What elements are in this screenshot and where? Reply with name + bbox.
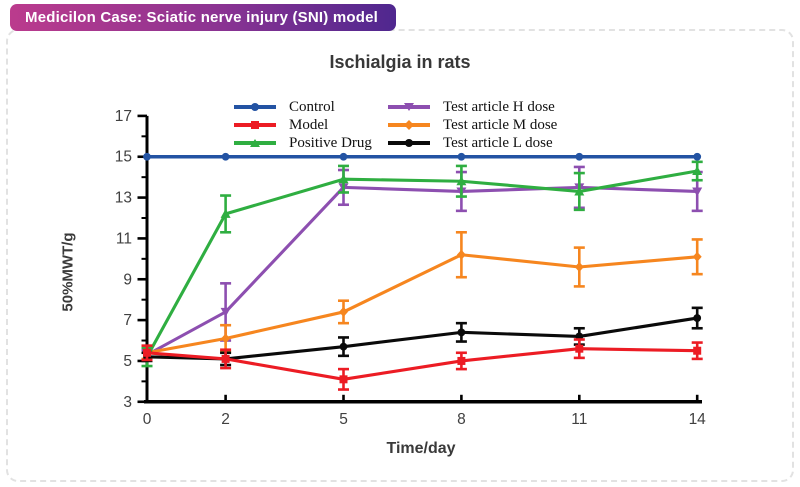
- triangle-up-marker-icon: [250, 139, 260, 147]
- legend-label: Control: [289, 98, 335, 115]
- triangle-down-marker-icon: [404, 103, 414, 111]
- svg-text:9: 9: [123, 271, 132, 288]
- diamond-marker-icon: [404, 120, 414, 130]
- svg-text:2: 2: [221, 411, 230, 428]
- legend-item-m-dose: Test article M dose: [388, 116, 557, 134]
- circle-marker-icon: [251, 103, 259, 111]
- legend-item-h-dose: Test article H dose: [388, 98, 555, 116]
- svg-text:17: 17: [115, 108, 132, 125]
- legend-item-control: Control: [234, 98, 335, 116]
- svg-text:14: 14: [689, 411, 707, 428]
- case-title-badge: Medicilon Case: Sciatic nerve injury (SN…: [10, 4, 397, 31]
- svg-text:11: 11: [571, 411, 587, 428]
- line-sample-icon: [388, 120, 430, 130]
- svg-text:7: 7: [123, 312, 132, 329]
- svg-text:3: 3: [123, 394, 132, 411]
- legend-label: Test article M dose: [443, 116, 558, 133]
- legend-item-positive-drug: Positive Drug: [234, 134, 372, 152]
- square-marker-icon: [251, 121, 259, 129]
- x-axis-title: Time/day: [386, 440, 456, 457]
- legend-label: Test article L dose: [443, 134, 553, 151]
- legend-item-model: Model: [234, 116, 328, 134]
- line-sample-icon: [234, 139, 276, 147]
- axes: 3 5 7 9 11 13 15 17 0 2 5 8 11 14: [115, 108, 706, 428]
- circle-marker-icon: [405, 139, 413, 147]
- svg-text:5: 5: [339, 411, 348, 428]
- line-sample-icon: [388, 103, 430, 111]
- legend-label: Model: [289, 116, 329, 133]
- svg-text:5: 5: [123, 353, 132, 370]
- line-sample-icon: [234, 121, 276, 129]
- line-sample-icon: [388, 139, 430, 147]
- legend-label: Test article H dose: [443, 98, 555, 115]
- svg-text:0: 0: [143, 411, 152, 428]
- series-model: [141, 338, 703, 391]
- svg-text:8: 8: [457, 411, 466, 428]
- legend-label: Positive Drug: [289, 134, 372, 151]
- legend-item-l-dose: Test article L dose: [388, 134, 553, 152]
- svg-text:13: 13: [115, 190, 132, 207]
- series-test-article-m-dose: [141, 230, 703, 361]
- chart-title: Ischialgia in rats: [329, 52, 471, 72]
- svg-text:11: 11: [116, 230, 132, 247]
- series-control: [143, 152, 702, 161]
- svg-text:15: 15: [115, 149, 132, 166]
- line-sample-icon: [234, 103, 276, 111]
- series-positive-drug: [141, 160, 703, 368]
